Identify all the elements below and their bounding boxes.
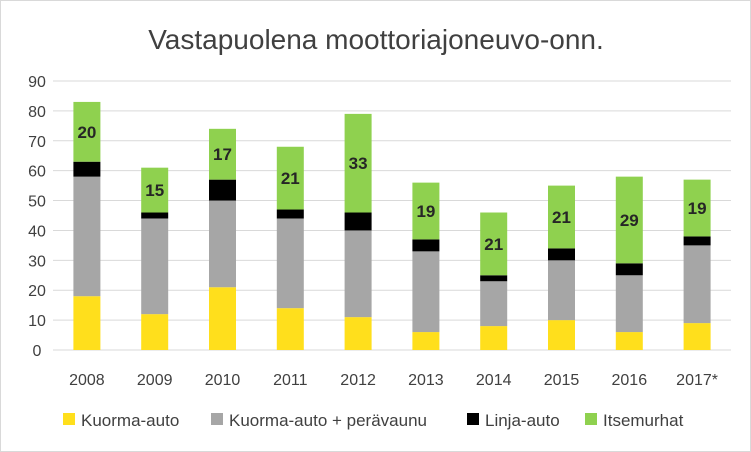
legend-swatch <box>211 413 223 425</box>
x-tick-label: 2015 <box>544 372 580 389</box>
bar-segment <box>344 317 372 350</box>
bar-segment <box>344 212 372 231</box>
bar-segment <box>615 176 643 264</box>
bar-segment <box>73 296 101 350</box>
x-tick-label: 2011 <box>273 372 308 389</box>
bar-segment <box>683 245 711 324</box>
bar-segment <box>412 251 440 333</box>
bar-segment <box>73 176 101 297</box>
legend-swatch <box>63 413 75 425</box>
bar-segment <box>412 332 440 350</box>
y-tick-label: 90 <box>28 74 46 91</box>
data-label: 21 <box>281 169 300 188</box>
y-tick-label: 40 <box>28 223 46 240</box>
x-tick-label: 2017* <box>676 372 718 389</box>
x-tick-label: 2012 <box>340 372 376 389</box>
bar-segment <box>141 314 169 350</box>
bar-segment <box>276 308 304 350</box>
bar-segment <box>276 218 304 309</box>
bar-segment <box>480 326 508 350</box>
bar-segment <box>209 128 236 180</box>
data-label: 15 <box>145 181 164 200</box>
bar-segment <box>683 179 711 237</box>
bar-segment <box>615 263 643 276</box>
legend-swatch <box>585 413 597 425</box>
y-tick-label: 30 <box>28 253 46 270</box>
bar-segment <box>480 212 508 276</box>
legend-label: Linja-auto <box>485 411 560 430</box>
y-tick-label: 50 <box>28 194 46 211</box>
data-label: 21 <box>552 208 571 227</box>
legend-label: Itsemurhat <box>603 411 684 430</box>
legend-label: Kuorma-auto + perävaunu <box>229 411 427 430</box>
bar-segment <box>548 260 575 321</box>
bars <box>73 101 711 350</box>
legend-label: Kuorma-auto <box>81 411 179 430</box>
bar-segment <box>480 275 508 282</box>
data-label: 19 <box>688 199 707 218</box>
bar-segment <box>548 320 575 350</box>
bar-segment <box>73 101 101 162</box>
data-label: 29 <box>620 211 639 230</box>
bar-segment <box>480 281 508 327</box>
y-tick-label: 80 <box>28 104 46 121</box>
bar-segment <box>209 287 236 350</box>
bar-segment <box>548 248 575 261</box>
bar-segment <box>683 236 711 246</box>
data-label: 17 <box>213 145 232 164</box>
chart-title: Vastapuolena moottoriajoneuvo-onn. <box>148 24 604 55</box>
bar-segment <box>209 200 236 288</box>
y-tick-label: 20 <box>28 283 46 300</box>
x-tick-label: 2010 <box>205 372 241 389</box>
bar-segment <box>209 179 236 201</box>
x-axis: 2008 2009 2010 2011 2012 2013 2014 2015 2016 2017… <box>69 372 718 389</box>
bar-segment <box>548 185 575 249</box>
legend: Kuorma-auto Kuorma-auto + perävaunu Linja-… <box>63 411 684 430</box>
legend-swatch <box>467 413 479 425</box>
bar-segment <box>344 113 372 213</box>
data-label: 33 <box>349 154 368 173</box>
data-label: 21 <box>484 235 503 254</box>
bar-segment <box>615 332 643 350</box>
bar-segment <box>141 212 169 219</box>
x-tick-label: 2014 <box>476 372 512 389</box>
data-labels: 20 15 17 21 33 19 21 21 29 19 <box>77 123 706 254</box>
y-tick-label: 60 <box>28 164 46 181</box>
bar-segment <box>141 218 169 315</box>
y-tick-label: 0 <box>33 343 42 360</box>
bar-segment <box>683 323 711 350</box>
bar-segment <box>344 230 372 318</box>
x-tick-label: 2009 <box>137 372 173 389</box>
data-label: 19 <box>416 202 435 221</box>
bar-segment <box>141 167 169 213</box>
data-label: 20 <box>77 123 96 142</box>
x-tick-label: 2016 <box>612 372 648 389</box>
y-tick-label: 70 <box>28 134 46 151</box>
x-tick-label: 2013 <box>408 372 444 389</box>
bar-segment <box>276 146 304 210</box>
y-axis: 0 10 20 30 40 50 60 70 80 90 <box>28 74 46 360</box>
bar-segment <box>276 209 304 219</box>
x-tick-label: 2008 <box>69 372 105 389</box>
bar-segment <box>615 275 643 333</box>
bar-segment <box>73 161 101 177</box>
y-tick-label: 10 <box>28 313 46 330</box>
bar-segment <box>412 182 440 240</box>
bar-segment <box>412 239 440 252</box>
